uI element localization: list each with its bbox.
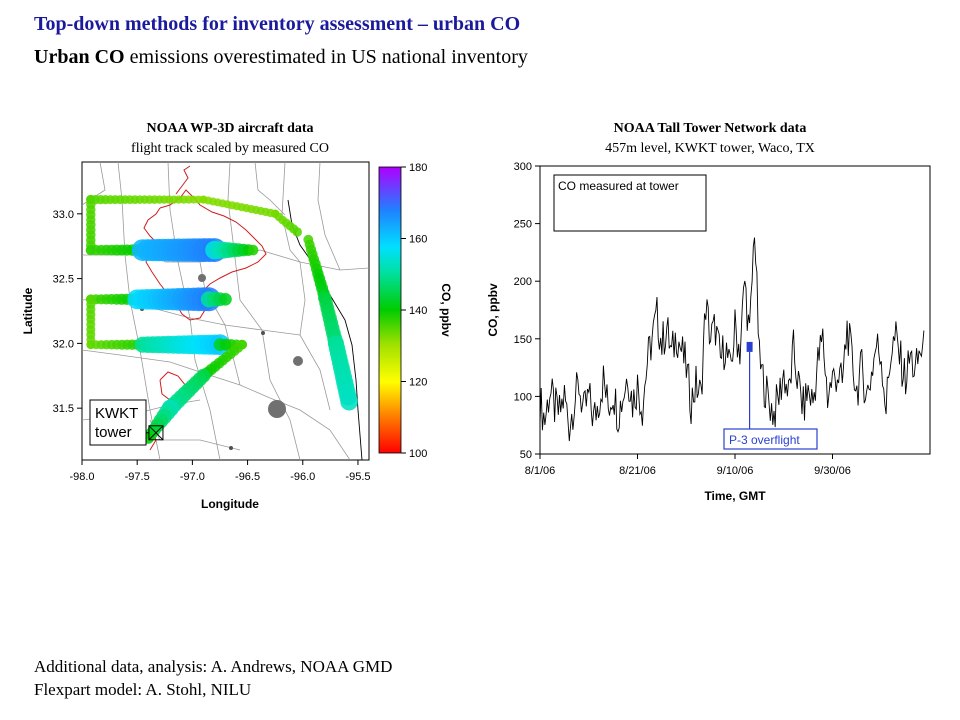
- legend-label: CO measured at tower: [558, 179, 679, 193]
- overflight-label: P-3 overflight: [729, 433, 800, 447]
- gray-marker-medium: [293, 356, 303, 366]
- ts-x-tick-label: 9/30/06: [814, 465, 851, 477]
- map-x-tick-label: -95.5: [345, 471, 370, 483]
- credits: Additional data, analysis: A. Andrews, N…: [34, 655, 392, 701]
- credit-line-2: Flexpart model: A. Stohl, NILU: [34, 680, 252, 699]
- map-subtitle: flight track scaled by measured CO: [131, 141, 329, 156]
- slide-title: Top-down methods for inventory assessmen…: [34, 13, 521, 35]
- map-y-tick-label: 32.5: [53, 274, 74, 286]
- gray-marker-tiny-2: [261, 331, 265, 335]
- site-label-line-1: KWKT: [95, 405, 138, 422]
- colorbar-label: CO, ppbv: [439, 283, 453, 337]
- colorbar-tick-label: 180: [409, 162, 427, 174]
- timeseries-axes: 8/1/06 8/21/06 9/10/06 9/30/06 50 100 150 200 25…: [514, 161, 851, 477]
- map-x-tick-label: -97.0: [180, 471, 205, 483]
- track-point-19-12: [340, 392, 358, 411]
- map-x-tick-label: -97.5: [125, 471, 150, 483]
- map-x-tick-label: -96.5: [235, 471, 260, 483]
- urban-north-outline: [175, 165, 191, 195]
- site-cross-b: [148, 425, 164, 441]
- colorbar: [378, 166, 402, 454]
- map-axes: -98.0 -97.5 -97.0 -96.5 -96.0 -95.5 31.5 32.0 32…: [53, 209, 371, 483]
- overflight-marker: [746, 341, 753, 352]
- timeseries-subtitle: 457m level, KWKT tower, Waco, TX: [605, 141, 815, 156]
- ts-y-tick-label: 100: [514, 391, 532, 403]
- gray-marker-large: [268, 400, 286, 418]
- map-y-tick-label: 32.0: [53, 338, 74, 350]
- gray-marker-tiny-3: [229, 446, 233, 450]
- ts-x-tick-label: 8/21/06: [619, 465, 656, 477]
- track-point-2-6: [292, 227, 302, 237]
- map-x-tick-label: -98.0: [69, 471, 94, 483]
- map-title: NOAA WP-3D aircraft data: [146, 121, 314, 136]
- legend-box: [553, 174, 707, 232]
- timeseries-line: [539, 237, 925, 442]
- map-y-axis-label: Latitude: [21, 287, 35, 334]
- ts-y-tick-label: 150: [514, 334, 532, 346]
- site-label-line-2: tower: [95, 424, 132, 441]
- map-y-tick-label: 31.5: [53, 403, 74, 415]
- ts-y-tick-label: 200: [514, 276, 532, 288]
- subtitle-rest: emissions overestimated in US national i…: [124, 46, 528, 68]
- map-x-axis-label: Longitude: [201, 497, 259, 511]
- ts-y-tick-label: 300: [514, 161, 532, 173]
- timeseries-y-axis-label: CO, ppbv: [486, 283, 500, 337]
- map-basemap: [82, 162, 369, 460]
- colorbar-tick-label: 160: [409, 234, 427, 246]
- map-panel: KWKT tower -98.0 -97.5 -97.0 -96.5 -96.0 -95.…: [21, 161, 453, 511]
- timeseries-panel: 8/1/06 8/21/06 9/10/06 9/30/06 50 100 150 200 25…: [486, 161, 931, 503]
- track-point-6-8: [247, 244, 259, 256]
- map-y-tick-label: 33.0: [53, 209, 74, 221]
- state-boundary: [287, 199, 363, 460]
- colorbar-tick-label: 140: [409, 305, 427, 317]
- timeseries-title: NOAA Tall Tower Network data: [613, 121, 807, 136]
- ts-y-tick-label: 50: [520, 449, 532, 461]
- subtitle-bold: Urban CO: [34, 46, 125, 68]
- slide-subtitle: Urban CO emissions overestimated in US n…: [34, 46, 528, 69]
- overflight-label-box: [723, 428, 818, 450]
- credit-line-1: Additional data, analysis: A. Andrews, N…: [34, 657, 393, 676]
- colorbar-tick-label: 120: [409, 377, 427, 389]
- timeseries-x-axis-label: Time, GMT: [704, 489, 766, 503]
- site-label-box: [89, 399, 147, 446]
- gray-marker-small: [198, 274, 206, 282]
- ts-y-tick-label: 250: [514, 219, 532, 231]
- track-point-9-3: [219, 293, 232, 306]
- ts-x-tick-label: 8/1/06: [525, 465, 556, 477]
- ts-x-tick-label: 9/10/06: [717, 465, 754, 477]
- flight-track: [85, 194, 358, 444]
- colorbar-tick-label: 100: [409, 448, 427, 460]
- colorbar-axis: 100 120 140 160 180: [401, 162, 427, 460]
- map-x-tick-label: -96.0: [290, 471, 315, 483]
